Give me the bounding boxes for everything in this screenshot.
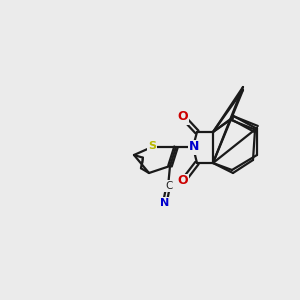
Text: S: S — [148, 141, 156, 151]
Text: N: N — [189, 140, 199, 154]
Text: O: O — [178, 175, 188, 188]
Text: N: N — [160, 198, 169, 208]
Text: O: O — [178, 110, 188, 124]
Text: C: C — [165, 181, 173, 191]
